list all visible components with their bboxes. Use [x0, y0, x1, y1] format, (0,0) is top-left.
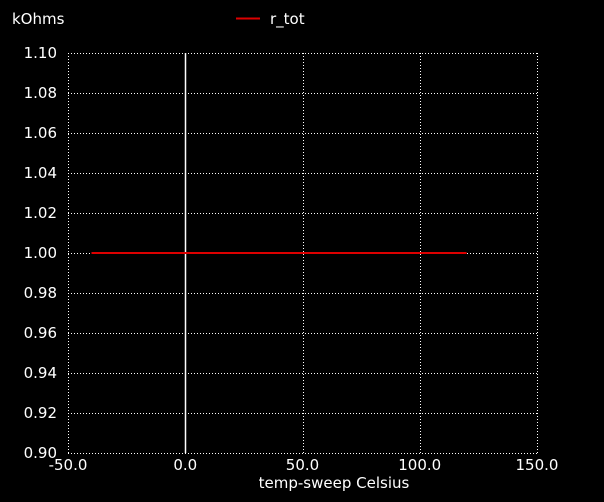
x-tick-label: 50.0 [286, 456, 319, 474]
y-tick-label: 0.96 [24, 324, 57, 342]
y-tick-label: 0.90 [24, 444, 57, 462]
x-tick-label: 100.0 [398, 456, 441, 474]
x-tick-label: 150.0 [516, 456, 559, 474]
y-tick-label: 1.06 [24, 124, 57, 142]
y-tick-label: 1.00 [24, 244, 57, 262]
x-axis-label: temp-sweep Celsius [259, 474, 410, 492]
y-tick-label: 0.98 [24, 284, 57, 302]
y-tick-label: 1.10 [24, 44, 57, 62]
y-tick-label: 1.02 [24, 204, 57, 222]
legend: r_tot [236, 10, 305, 29]
y-tick-labels: 0.90 0.92 0.94 0.96 0.98 1.00 1.02 1.04 1.06 1.08… [24, 44, 57, 462]
y-tick-label: 0.92 [24, 404, 57, 422]
x-tick-label: 0.0 [173, 456, 197, 474]
y-tick-label: 1.08 [24, 84, 57, 102]
y-tick-label: 0.94 [24, 364, 57, 382]
y-tick-label: 1.04 [24, 164, 57, 182]
y-axis-label: kOhms [12, 10, 65, 28]
legend-label: r_tot [270, 10, 305, 29]
x-tick-label: -50.0 [49, 456, 88, 474]
x-tick-labels: -50.0 0.0 50.0 100.0 150.0 [49, 456, 559, 474]
